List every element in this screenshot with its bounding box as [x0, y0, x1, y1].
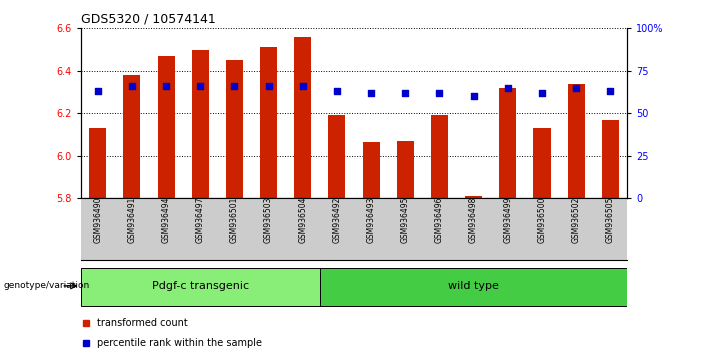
- Bar: [294, 37, 311, 198]
- Text: transformed count: transformed count: [97, 318, 188, 329]
- Bar: [226, 60, 243, 198]
- Point: [434, 90, 445, 96]
- Point: [297, 83, 308, 89]
- Point: [365, 90, 376, 96]
- Bar: [81, 268, 320, 306]
- Point: [536, 90, 547, 96]
- Text: percentile rank within the sample: percentile rank within the sample: [97, 338, 262, 348]
- Bar: [328, 115, 346, 198]
- Bar: [465, 196, 482, 198]
- Bar: [260, 47, 277, 198]
- Point: [195, 83, 206, 89]
- Point: [571, 85, 582, 91]
- Bar: [89, 128, 107, 198]
- Bar: [320, 268, 627, 306]
- Text: wild type: wild type: [448, 281, 499, 291]
- Point: [161, 83, 172, 89]
- Bar: [397, 141, 414, 198]
- Text: GDS5320 / 10574141: GDS5320 / 10574141: [81, 13, 215, 26]
- Point: [400, 90, 411, 96]
- Bar: [123, 75, 140, 198]
- Bar: [362, 142, 380, 198]
- Point: [126, 83, 137, 89]
- Bar: [601, 120, 619, 198]
- Bar: [499, 88, 517, 198]
- Point: [332, 88, 343, 94]
- Point: [92, 88, 103, 94]
- Text: genotype/variation: genotype/variation: [4, 281, 90, 290]
- Text: Pdgf-c transgenic: Pdgf-c transgenic: [151, 281, 249, 291]
- Point: [468, 93, 479, 99]
- Bar: [158, 56, 175, 198]
- Point: [605, 88, 616, 94]
- Bar: [191, 50, 209, 198]
- Bar: [533, 128, 550, 198]
- Bar: [568, 84, 585, 198]
- Point: [263, 83, 274, 89]
- Bar: [431, 115, 448, 198]
- Point: [229, 83, 240, 89]
- Point: [502, 85, 513, 91]
